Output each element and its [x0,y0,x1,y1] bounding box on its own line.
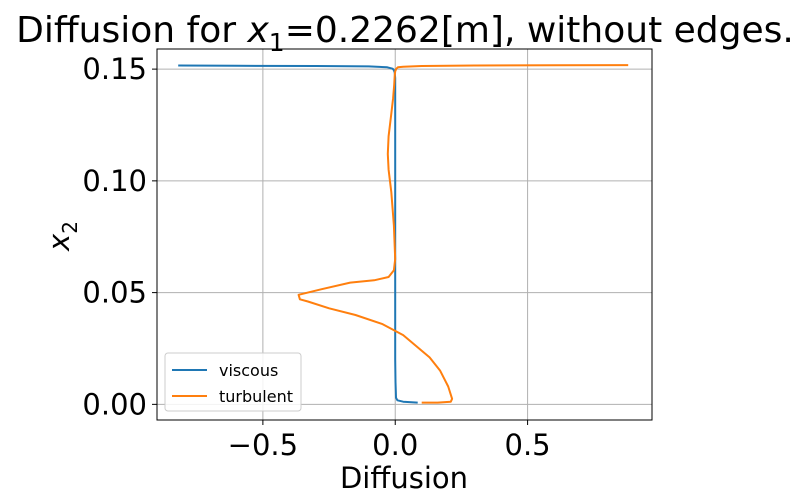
x-tick-label: 0.0 [372,428,418,462]
x-tick-label: 0.5 [505,428,551,462]
legend-label-turbulent: turbulent [219,387,293,406]
x-axis-label: Diffusion [340,461,468,495]
plot-area-frame [156,48,653,421]
legend: viscous turbulent [164,352,302,412]
y-tick-label: 0.00 [82,387,147,421]
series-line-turbulent [297,64,629,404]
y-tick-label: 0.15 [82,52,147,86]
y-tick-label: 0.10 [82,164,147,198]
x-axis-ticks: −0.5 0.0 0.5 [228,420,551,462]
y-axis-label: x2 [42,221,82,252]
series-lines [178,64,629,404]
y-tick-label: 0.05 [82,276,147,310]
x-tick-label: −0.5 [228,428,298,462]
chart-title: Diffusion for x1=0.2262[m], without edge… [16,10,794,57]
y-axis-ticks: 0.00 0.05 0.10 0.15 [82,52,157,421]
series-line-viscous [178,64,418,404]
legend-label-viscous: viscous [219,361,278,380]
